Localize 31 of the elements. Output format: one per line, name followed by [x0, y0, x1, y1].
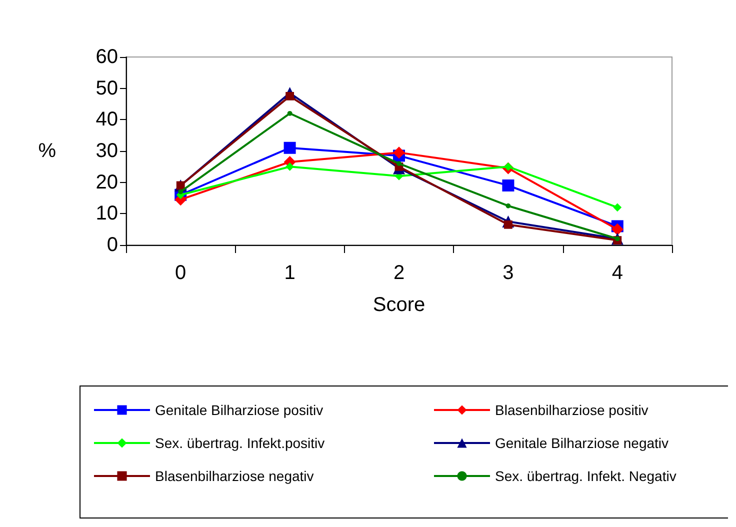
legend-label: Genitale Bilharziose negativ: [495, 435, 669, 451]
point: [396, 161, 402, 166]
point: [178, 189, 184, 194]
point: [287, 110, 292, 116]
x-tick-label: 3: [502, 262, 514, 284]
x-tick-label: 4: [612, 262, 623, 284]
point: [393, 146, 405, 159]
y-tick-label: 50: [96, 77, 118, 100]
y-axis-title: %: [38, 140, 56, 162]
y-tick-label: 30: [96, 140, 118, 162]
x-tick-label: 1: [284, 262, 296, 284]
point: [284, 142, 296, 154]
point: [506, 203, 511, 208]
legend-label: Blasenbilharziose positiv: [495, 402, 648, 418]
x-tick-label: 2: [393, 262, 405, 284]
legend-label: Sex. übertrag. Infekt. Negativ: [495, 468, 676, 484]
y-tick-label: 20: [96, 171, 118, 194]
y-tick-label: 0: [106, 234, 118, 256]
x-axis-title: Score: [372, 294, 426, 316]
legend-label: Blasenbilharziose negativ: [155, 468, 314, 484]
point: [613, 203, 622, 212]
y-tick-label: 40: [96, 108, 118, 131]
point: [611, 223, 624, 236]
y-tick-label: 60: [96, 46, 118, 68]
point: [286, 92, 294, 100]
point: [286, 162, 294, 171]
legend-label: Sex. übertrag. Infekt.positiv: [155, 435, 325, 451]
y-tick-label: 10: [96, 202, 118, 225]
x-tick-label: 0: [175, 262, 186, 284]
legend-label: Genitale Bilharziose positiv: [155, 402, 324, 418]
point: [502, 179, 514, 192]
